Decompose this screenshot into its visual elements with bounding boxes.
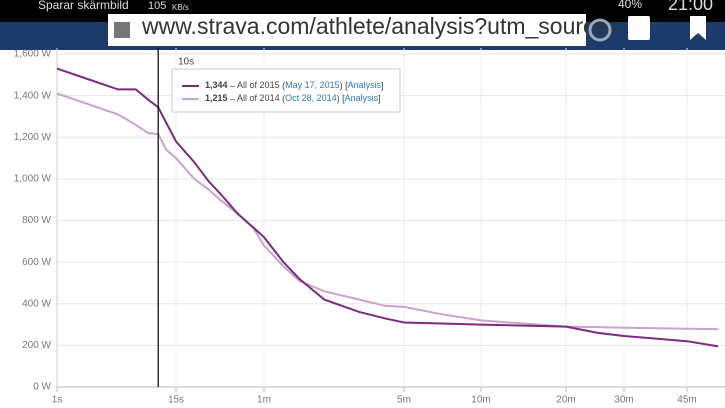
- tooltip-series: All of 2014: [237, 93, 280, 103]
- x-tick-label: 15s: [168, 395, 184, 406]
- y-tick-label: 1,200 W: [14, 132, 52, 143]
- tooltip-link[interactable]: Analysis: [345, 93, 379, 103]
- url-box[interactable]: [108, 14, 586, 46]
- tooltip-series: All of 2015: [237, 80, 280, 90]
- tooltip-date: Oct 28, 2014: [285, 93, 337, 103]
- x-tick-label: 5m: [397, 395, 411, 406]
- clock: 21:00: [668, 0, 713, 14]
- y-tick-label: 1,000 W: [14, 174, 52, 185]
- tooltip-box: [171, 68, 401, 113]
- x-tick-label: 1m: [257, 395, 271, 406]
- y-tick-label: 1,400 W: [14, 90, 52, 101]
- tooltip-value: 1,344: [205, 80, 228, 90]
- bookmark-icon[interactable]: [690, 16, 706, 40]
- speed-unit: KB/s: [172, 3, 189, 12]
- y-tick-label: 0 W: [33, 382, 51, 393]
- series-line: [56, 92, 719, 331]
- x-tick-label: 20m: [556, 395, 575, 406]
- battery: 40%: [618, 0, 642, 11]
- page-icon: [114, 22, 130, 38]
- y-tick-label: 600 W: [22, 257, 51, 268]
- reload-icon[interactable]: [588, 18, 612, 42]
- tooltip-entry: 1,344 – All of 2015 (May 17, 2015) [Anal…: [205, 80, 384, 90]
- x-tick-label: 45m: [677, 395, 696, 406]
- series-line: [56, 67, 719, 348]
- y-tick-label: 800 W: [22, 215, 51, 226]
- tooltip-entry: 1,215 – All of 2014 (Oct 28, 2014) [Anal…: [205, 93, 381, 103]
- x-tick-label: 1s: [52, 395, 63, 406]
- tabs-icon[interactable]: [628, 16, 650, 40]
- y-tick-label: 1,600 W: [14, 49, 52, 60]
- y-tick-label: 400 W: [22, 298, 51, 309]
- url[interactable]: www.strava.com/athlete/analysis?utm_sour…: [141, 13, 621, 39]
- status-text: Sparar skärmbild: [38, 0, 129, 12]
- tooltip-link[interactable]: Analysis: [348, 80, 382, 90]
- tooltip-value: 1,215: [205, 93, 228, 103]
- tooltip-title: 10s: [178, 57, 194, 68]
- x-tick-label: 10m: [471, 395, 490, 406]
- speed: 105: [148, 0, 166, 12]
- plot: 0 W 200 W 400 W 600 W 800 W 1,000 W 1,200 W 1,4…: [14, 48, 725, 406]
- x-tick-label: 30m: [614, 395, 633, 406]
- tooltip-date: May 17, 2015: [285, 80, 340, 90]
- y-tick-label: 200 W: [22, 340, 51, 351]
